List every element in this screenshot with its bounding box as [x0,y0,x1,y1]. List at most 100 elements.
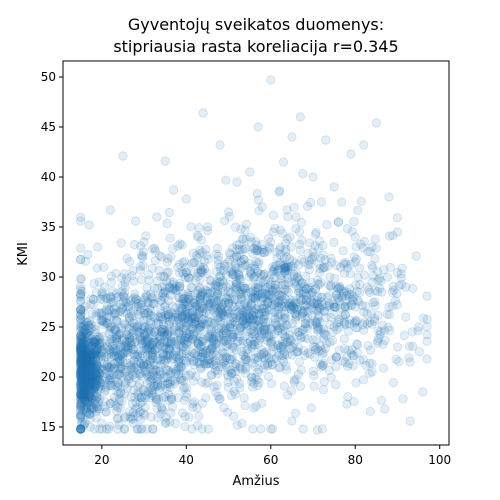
data-point-density [82,363,92,374]
data-point-density [364,368,374,378]
data-point-density [100,368,110,379]
data-point-density [76,331,86,341]
data-point-density [181,304,191,314]
data-point-density [379,326,390,336]
data-point-density [134,407,144,418]
data-point-density [82,374,92,384]
data-point-density [182,312,192,323]
data-point-density [90,338,100,348]
data-point-density [174,358,184,368]
data-point-density [77,361,87,371]
data-point-density [112,315,122,326]
data-point-density [126,308,136,318]
data-point-density [212,289,222,299]
data-point-density [76,333,87,344]
data-point-density [372,336,383,346]
data-point-density [82,392,93,402]
data-point-density [117,273,127,283]
data-point-density [77,377,88,387]
data-point-density [346,301,356,311]
data-point-density [201,393,211,403]
data-point-density [294,286,304,296]
data-point-density [85,383,95,393]
data-point-density [79,389,89,400]
data-point-density [239,254,249,265]
data-point-density [184,352,195,362]
data-point-density [281,320,291,330]
data-point-density [201,285,211,295]
data-point [118,151,128,161]
data-point-density [211,351,221,361]
data-point-density [84,387,95,397]
data-point-density [275,362,285,372]
data-point-density [205,331,215,341]
data-point-density [83,352,93,362]
data-point-density [83,368,93,378]
data-point-density [148,244,158,254]
data-point-density [99,262,109,272]
data-point-density [317,292,327,302]
data-point-density [261,288,272,299]
data-point-density [341,259,351,269]
data-point-density [85,374,95,384]
data-point-density [82,343,92,354]
data-point-density [80,357,90,367]
data-point-density [302,201,313,211]
data-point-density [147,263,157,273]
data-point-density [76,424,86,434]
data-point-density [76,339,87,349]
data-point-density [83,381,93,391]
data-point [350,257,360,267]
data-point-density [89,362,99,372]
data-point-density [139,295,149,305]
data-point-density [330,302,340,313]
data-point-density [80,361,90,371]
data-point-density [87,366,97,376]
data-point [359,307,369,317]
data-point-density [84,339,94,349]
data-point-density [132,326,143,336]
data-point-density [86,385,97,395]
data-point-density [275,245,285,255]
data-point-density [259,313,269,324]
data-point-density [119,319,130,329]
data-point-density [122,273,132,283]
data-point-density [80,368,90,378]
data-point [291,212,301,222]
data-point [105,322,115,332]
data-point-density [105,370,115,380]
data-point [384,302,394,312]
data-point-density [305,197,316,208]
data-point-density [293,347,303,357]
data-point-density [89,368,99,379]
data-point-density [105,338,115,348]
data-point-density [303,248,313,258]
data-point-density [81,353,91,363]
data-point [114,307,124,317]
data-point-density [76,364,86,374]
data-point-density [79,365,89,375]
data-point-density [111,351,121,361]
x-tick-label: 20 [94,453,109,467]
data-point-density [333,217,344,227]
data-point [405,416,415,426]
data-point-density [92,359,102,370]
data-point-density [267,360,277,370]
data-point-density [81,354,91,365]
data-point [392,342,403,352]
data-point-density [80,385,90,395]
data-point-density [89,387,99,397]
data-point-density [193,339,203,349]
data-point-density [129,356,139,366]
data-point-density [283,298,294,309]
data-point-density [76,314,86,324]
data-point-density [76,295,86,306]
data-point-density [190,317,200,327]
data-point-density [167,283,177,293]
data-point-density [128,265,138,276]
data-point-density [85,382,95,392]
data-point-density [296,333,306,343]
data-point-density [93,383,104,393]
data-point-density [91,406,102,416]
data-point-density [111,380,121,390]
